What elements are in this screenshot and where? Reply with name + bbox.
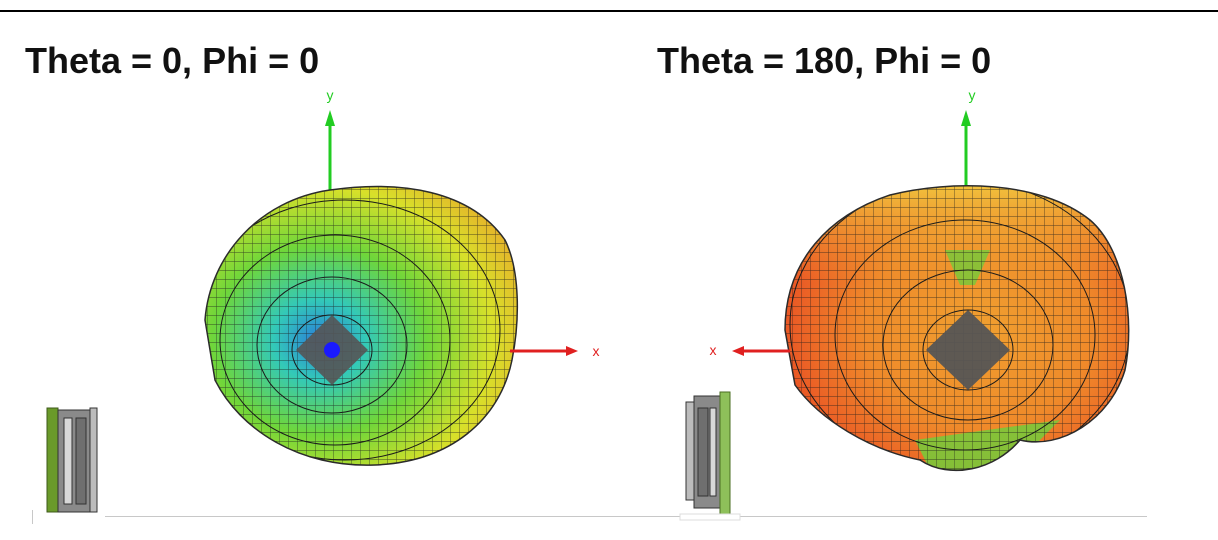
y-axis-label: y	[327, 87, 334, 103]
boresight-marker	[324, 342, 340, 358]
x-axis-label: x	[710, 342, 717, 358]
radiation-pattern-left: y x	[46, 87, 600, 513]
radiation-lobe-left	[205, 186, 518, 466]
bottom-divider	[105, 516, 1147, 517]
panel-title-right: Theta = 180, Phi = 0	[657, 40, 992, 81]
y-axis-label: y	[969, 87, 976, 103]
y-axis-arrowhead	[961, 110, 971, 126]
x-axis-arrowhead	[566, 346, 578, 356]
x-axis-arrowhead	[732, 346, 744, 356]
y-axis-arrowhead	[325, 110, 335, 126]
top-divider	[0, 10, 1218, 12]
bottom-tick	[32, 510, 33, 524]
panel-title-left: Theta = 0, Phi = 0	[25, 40, 320, 81]
radiation-lobe-right	[785, 185, 1129, 471]
antenna-board-side-view-icon	[46, 407, 98, 513]
antenna-board-side-view-icon	[679, 391, 741, 521]
x-axis-label: x	[593, 343, 600, 359]
